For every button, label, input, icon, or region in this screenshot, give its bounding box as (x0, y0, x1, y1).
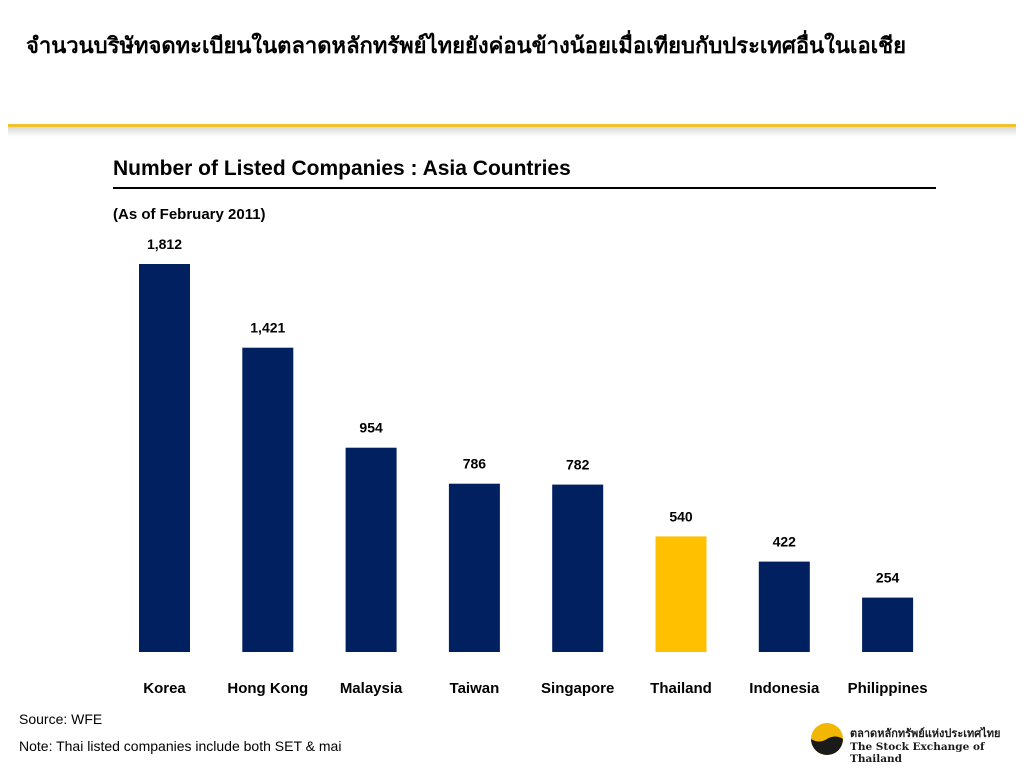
logo-english-text: The Stock Exchange of Thailand (850, 741, 985, 765)
logo-thai-text: ตลาดหลักทรัพย์แห่งประเทศไทย (850, 727, 1001, 740)
source-note: Source: WFE (19, 711, 103, 727)
footnote: Note: Thai listed companies include both… (19, 738, 342, 754)
bar-taiwan (448, 483, 500, 652)
chart-title: Number of Listed Companies : Asia Countr… (113, 157, 571, 180)
category-label-hong-kong: Hong Kong (227, 680, 308, 697)
value-label-singapore: 782 (566, 457, 590, 473)
set-logo-icon (811, 723, 843, 755)
category-label-malaysia: Malaysia (340, 680, 403, 697)
set-logo: ตลาดหลักทรัพย์แห่งประเทศไทย The Stock Ex… (810, 722, 1020, 765)
bar-singapore (552, 484, 604, 652)
value-label-taiwan: 786 (463, 456, 487, 472)
category-label-singapore: Singapore (541, 680, 614, 697)
category-label-korea: Korea (143, 680, 186, 697)
bar-indonesia (758, 561, 810, 652)
title-underline-shadow (8, 127, 1016, 137)
bar-malaysia (345, 447, 397, 652)
category-label-thailand: Thailand (650, 680, 712, 697)
category-label-taiwan: Taiwan (450, 680, 500, 697)
bar-thailand (655, 536, 707, 652)
title-underline (8, 124, 1016, 127)
bar-philippines (862, 597, 914, 652)
value-label-korea: 1,812 (147, 236, 182, 252)
category-label-philippines: Philippines (848, 680, 928, 697)
value-label-thailand: 540 (669, 508, 693, 524)
value-label-malaysia: 954 (359, 420, 383, 436)
chart-subtitle: (As of February 2011) (113, 206, 266, 223)
value-label-philippines: 254 (876, 570, 900, 586)
chart-title-rule (113, 187, 936, 189)
value-label-indonesia: 422 (773, 534, 797, 550)
slide-title: จำนวนบริษัทจดทะเบียนในตลาดหลักทรัพย์ไทยย… (26, 34, 906, 59)
bar-hong-kong (242, 347, 294, 652)
value-label-hong-kong: 1,421 (250, 320, 285, 336)
bar-korea (139, 264, 190, 652)
category-label-indonesia: Indonesia (749, 680, 820, 697)
